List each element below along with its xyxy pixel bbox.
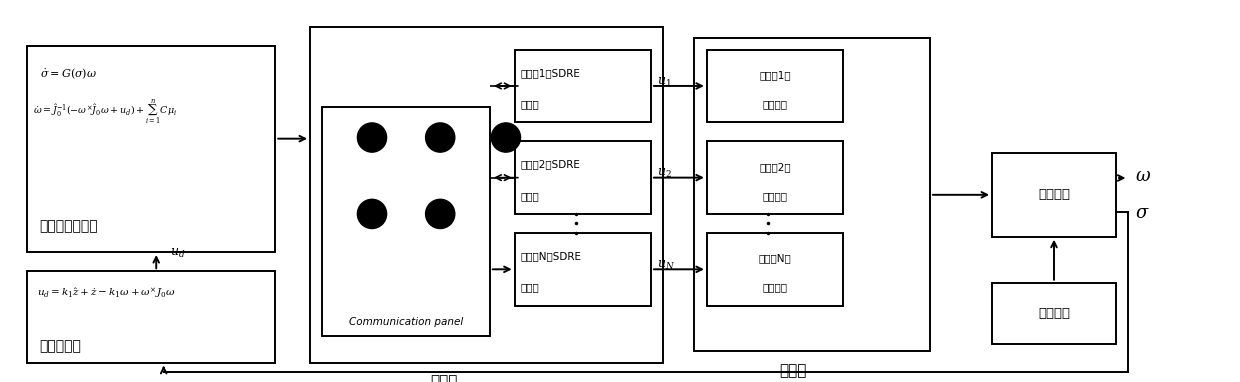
- Text: 执行机构: 执行机构: [763, 99, 787, 109]
- Text: 组合体姿态模型: 组合体姿态模型: [40, 219, 98, 233]
- Text: 机器人2的SDRE: 机器人2的SDRE: [521, 160, 580, 170]
- Bar: [694, 38, 930, 351]
- Text: $u_d = k_1\hat{z}+\dot{z}-k_1\omega+\omega^{\times}J_0\omega$: $u_d = k_1\hat{z}+\dot{z}-k_1\omega+\ome…: [37, 286, 175, 301]
- Text: Communication panel: Communication panel: [348, 317, 464, 327]
- Text: 实际系统: 实际系统: [1038, 188, 1070, 201]
- Ellipse shape: [491, 123, 521, 152]
- Text: 机器人N的: 机器人N的: [759, 253, 791, 264]
- Bar: [992, 283, 1116, 344]
- Ellipse shape: [425, 123, 455, 152]
- Text: 执行机构: 执行机构: [763, 191, 787, 201]
- Text: 机器人1的SDRE: 机器人1的SDRE: [521, 68, 580, 78]
- Text: $\dot{\omega} = \hat{J}_0^{-1}(-\omega^{\times}\hat{J}_0\omega+u_d)+\sum_{i=1}^{: $\dot{\omega} = \hat{J}_0^{-1}(-\omega^{…: [33, 97, 177, 126]
- Text: 外部干扰: 外部干扰: [1038, 307, 1070, 320]
- Bar: [27, 46, 275, 252]
- Text: 求解器: 求解器: [521, 99, 539, 109]
- Text: $u_1$: $u_1$: [657, 76, 672, 89]
- Text: 机器人1的: 机器人1的: [759, 70, 791, 80]
- Bar: [27, 271, 275, 363]
- Text: 机器人N的SDRE: 机器人N的SDRE: [521, 251, 582, 261]
- Text: 执行机构: 执行机构: [763, 282, 787, 293]
- Text: $\dot{\sigma} = G(\sigma)\omega$: $\dot{\sigma} = G(\sigma)\omega$: [40, 67, 97, 81]
- Text: 求解器: 求解器: [521, 191, 539, 201]
- Bar: [707, 50, 843, 122]
- Text: $u_d$: $u_d$: [170, 247, 185, 260]
- Text: $u_N$: $u_N$: [657, 259, 675, 272]
- Text: 机器人2的: 机器人2的: [759, 162, 791, 172]
- Text: $\omega$: $\omega$: [1135, 167, 1151, 185]
- Text: 干扰观测器: 干扰观测器: [40, 339, 82, 353]
- Bar: [515, 50, 651, 122]
- Text: 求解器: 求解器: [521, 282, 539, 293]
- Bar: [310, 27, 663, 363]
- Bar: [515, 233, 651, 306]
- Text: $\sigma$: $\sigma$: [1135, 204, 1149, 222]
- Text: 执行器: 执行器: [780, 363, 807, 378]
- Bar: [322, 107, 490, 336]
- Ellipse shape: [357, 123, 387, 152]
- Bar: [707, 233, 843, 306]
- Bar: [707, 141, 843, 214]
- Text: 控制器: 控制器: [430, 374, 458, 382]
- Text: $u_2$: $u_2$: [657, 167, 672, 180]
- Ellipse shape: [425, 199, 455, 228]
- Bar: [992, 153, 1116, 237]
- Bar: [515, 141, 651, 214]
- Ellipse shape: [357, 199, 387, 228]
